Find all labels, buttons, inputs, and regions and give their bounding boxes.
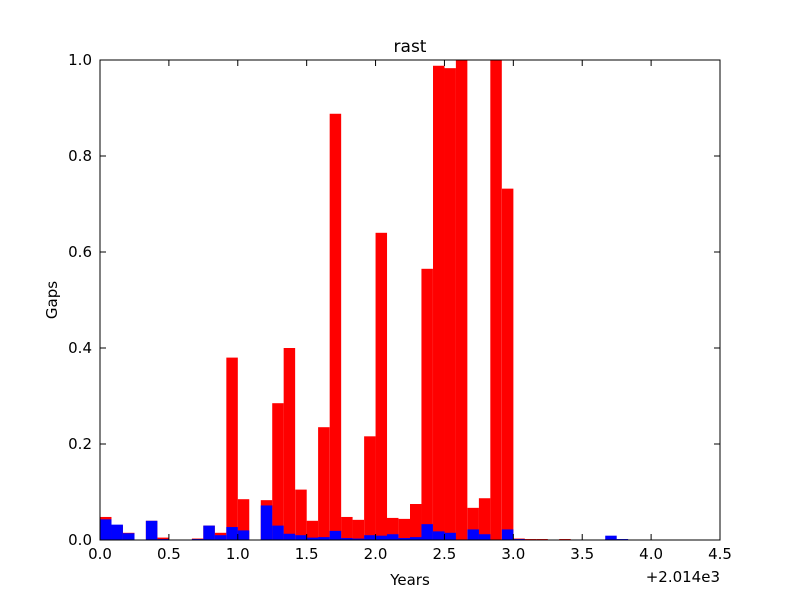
bar [318,427,330,540]
bar [352,519,365,540]
bar [111,524,123,540]
x-tick-label: 1.5 [295,545,319,563]
bar [145,520,158,540]
series-blue-bars [100,505,629,540]
bar [478,534,491,540]
bar [410,504,422,540]
bar [398,518,411,540]
x-tick-label: 3.5 [570,545,594,563]
bar [433,65,445,540]
x-axis-label: Years [389,571,430,589]
x-tick-label: 0.5 [157,545,181,563]
bar [410,537,422,540]
bar [272,403,284,540]
bar [100,519,112,540]
bar [398,538,411,540]
bar [226,527,238,540]
bar [386,534,399,540]
y-tick-label: 1.0 [68,51,92,69]
bar [329,113,342,540]
bar [272,525,284,540]
bar [375,535,388,540]
plot-frame [99,59,721,541]
y-tick-label: 0.2 [68,435,92,453]
chart-title: rast [394,37,427,57]
x-axis-offset-label: +2.014e3 [646,568,720,586]
y-tick-label: 0.4 [68,339,92,357]
bar [237,530,250,540]
bar [283,533,296,540]
bar [283,348,296,540]
bar [444,68,456,540]
bar [501,188,514,540]
x-tick-label: 2.5 [433,545,457,563]
bar [295,489,307,540]
bar [203,525,215,540]
bar [157,537,169,540]
bar [352,538,365,540]
bar [214,535,227,540]
bar [375,232,388,541]
y-tick-label: 0.0 [68,531,92,549]
bar [237,499,250,540]
y-tick-label: 0.8 [68,147,92,165]
bar [341,516,353,540]
bar [386,517,399,540]
bar [421,268,433,540]
bar [306,520,319,540]
bar [467,507,479,540]
x-tick-label: 1.0 [226,545,250,563]
bar [490,60,502,540]
bar [433,531,445,540]
bar [260,505,273,540]
bar [444,532,456,540]
bar [226,357,238,540]
bar [605,535,617,540]
bar [501,529,514,540]
bar [455,60,468,540]
x-tick-label: 4.0 [639,545,663,563]
y-axis-ticks: 0.0 0.2 0.4 0.6 0.8 1.0 [68,51,720,549]
y-tick-label: 0.6 [68,243,92,261]
x-axis-ticks: 0.0 0.5 1.0 1.5 2.0 2.5 3.0 3.5 4.0 4.5 [88,60,732,563]
bar [306,537,319,540]
plot-area [100,60,720,540]
x-tick-label: 2.0 [364,545,388,563]
bar [318,537,330,540]
x-tick-label: 0.0 [88,545,112,563]
x-tick-label: 4.5 [708,545,732,563]
bar [467,529,479,540]
bar [123,533,135,540]
bar [364,436,376,540]
bar [421,524,433,540]
bar [364,535,376,540]
y-axis-label: Gaps [43,281,61,319]
bar [295,535,307,540]
bar [478,498,491,540]
x-tick-label: 3.0 [501,545,525,563]
bar [329,530,342,540]
bar [341,538,353,540]
